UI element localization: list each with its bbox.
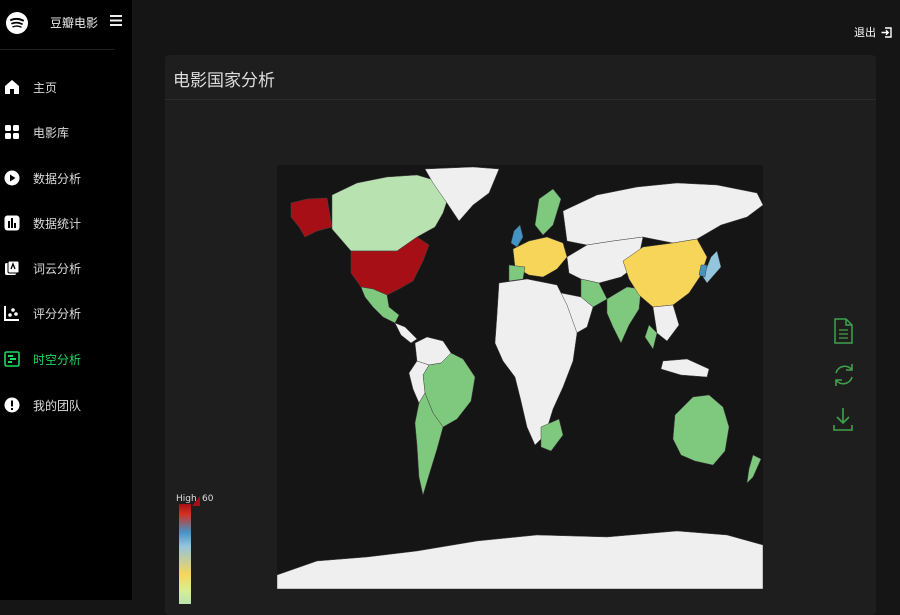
- nav-item-rating-analysis[interactable]: 评分分析: [0, 298, 132, 328]
- nav-item-label: 我的团队: [33, 398, 82, 413]
- play-circle-icon: [4, 170, 20, 186]
- home-icon: [5, 80, 19, 94]
- map-region-alaska: [290, 197, 333, 238]
- map-region-iran: [580, 278, 608, 308]
- top-bar: 退出: [132, 0, 900, 55]
- map-region-greenland: [424, 166, 500, 222]
- sign-out-icon: [881, 26, 892, 38]
- map-region-uk: [510, 224, 524, 248]
- library-icon: [5, 260, 20, 275]
- nav-item-spatiotemporal-analysis[interactable]: 时空分析: [0, 344, 132, 374]
- legend-high-label: High: [176, 494, 197, 504]
- map-region-south-africa: [540, 418, 564, 452]
- nav-item-label: 词云分析: [33, 261, 82, 276]
- card-title: 电影国家分析: [165, 55, 876, 100]
- legend-max-value: 60: [202, 494, 214, 504]
- nav-item-data-analysis[interactable]: 数据分析: [0, 163, 132, 193]
- nav-item-label: 数据分析: [33, 171, 82, 186]
- legend-handle-icon[interactable]: [192, 496, 200, 506]
- nav-item-my-team[interactable]: 我的团队: [0, 390, 132, 420]
- timeline-icon: [4, 351, 20, 367]
- nav-item-label: 电影库: [33, 125, 70, 140]
- nav-item-label: 时空分析: [33, 352, 82, 367]
- refresh-icon[interactable]: [832, 362, 856, 388]
- hamburger-icon[interactable]: [110, 15, 122, 26]
- nav-item-word-cloud[interactable]: 词云分析: [0, 253, 132, 283]
- logout-label: 退出: [854, 26, 876, 39]
- map-region-india: [606, 286, 642, 344]
- nav-item-label: 数据统计: [33, 216, 82, 231]
- map-region-scandinavia: [534, 188, 562, 236]
- spotify-logo-icon[interactable]: [6, 12, 28, 34]
- map-region-antarctica: [277, 530, 763, 589]
- map-region-china: [622, 238, 708, 308]
- nav-item-label: 评分分析: [33, 306, 82, 321]
- download-icon[interactable]: [832, 406, 854, 432]
- visual-map-legend: High 60: [176, 486, 213, 604]
- logout-button[interactable]: 退出: [854, 24, 892, 40]
- map-region-mexico: [360, 286, 400, 324]
- nav-item-data-statistics[interactable]: 数据统计: [0, 208, 132, 238]
- document-icon[interactable]: [832, 318, 854, 344]
- sidebar: 豆瓣电影 主页 电影库 数据分析 数据统计 词云分析 评分分析 时空分析: [0, 0, 132, 600]
- map-region-new-zealand: [746, 454, 762, 484]
- world-map[interactable]: [277, 165, 763, 589]
- map-region-australia: [672, 394, 730, 466]
- nav-item-home[interactable]: 主页: [0, 72, 132, 102]
- bar-chart-icon: [4, 215, 20, 231]
- map-region-argentina: [414, 392, 444, 496]
- scatter-icon: [4, 306, 19, 321]
- brand-name: 豆瓣电影: [50, 16, 99, 30]
- chart-toolbox: [832, 318, 856, 450]
- grid-icon: [5, 125, 19, 139]
- nav-item-movie-library[interactable]: 电影库: [0, 117, 132, 147]
- nav-item-label: 主页: [33, 80, 58, 95]
- brand: 豆瓣电影: [0, 0, 122, 50]
- legend-gradient-bar[interactable]: [179, 504, 191, 604]
- alert-circle-icon: [4, 397, 20, 413]
